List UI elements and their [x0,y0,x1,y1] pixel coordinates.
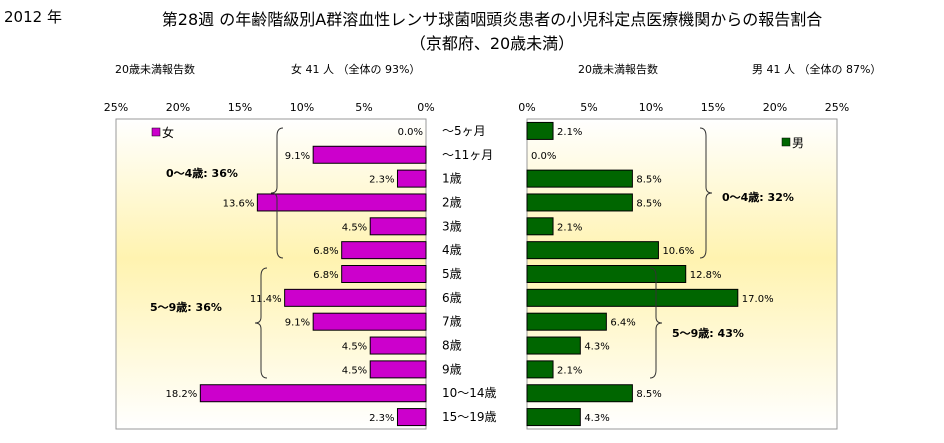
age-category-label: 〜11ヶ月 [442,148,493,162]
female-bar [369,360,427,379]
female-bar [341,241,427,260]
male-bar [526,193,633,212]
female-value-label: 18.2% [166,389,198,400]
female-summary: 女 41 人 （全体の 93%） [291,63,421,76]
female-bar [284,288,427,307]
age-category-label: 10〜14歳 [442,386,497,400]
female-legend-label: 女 [162,125,174,140]
male-legend-swatch [781,137,791,147]
age-category-label: 9歳 [442,362,462,376]
male-bar [526,121,554,140]
male-value-label: 10.6% [662,246,694,257]
age-category-label: 5歳 [442,267,462,281]
male-value-label: 6.4% [610,318,635,329]
female-group-annotation: 5〜9歳: 36% [150,300,222,314]
female-value-label: 2.3% [369,413,394,424]
female-value-label: 4.5% [342,365,367,376]
age-category-label: 〜5ヶ月 [442,124,486,138]
male-value-label: 4.3% [584,413,609,424]
female-bar [312,145,427,164]
female-x-tick-label: 20% [166,101,190,114]
male-x-tick-label: 10% [639,101,663,114]
age-category-label: 15〜19歳 [442,410,497,424]
female-bar [369,217,427,236]
male-value-label: 4.3% [584,342,609,353]
male-bar [526,336,581,355]
female-bar [312,312,427,331]
female-value-label: 9.1% [285,318,310,329]
male-group-annotation: 5〜9歳: 43% [672,326,744,340]
age-category-label: 7歳 [442,315,462,329]
female-x-tick-label: 15% [228,101,252,114]
female-brace-5-9 [254,267,268,379]
male-count-label: 20歳未満報告数 [578,63,658,76]
female-value-label: 6.8% [313,270,338,281]
female-count-label: 20歳未満報告数 [115,63,195,76]
age-category-label: 1歳 [442,172,462,186]
male-bar [526,360,554,379]
male-bar [526,408,581,427]
male-x-tick-label: 0% [518,101,535,114]
female-bar [396,169,427,188]
male-x-tick-label: 15% [701,101,725,114]
female-value-label: 13.6% [223,198,255,209]
male-value-label: 2.1% [557,365,582,376]
female-bar [396,408,427,427]
male-bar [526,265,687,283]
year-label: 2012 年 [4,8,62,26]
male-group-annotation: 0〜4歳: 32% [722,190,794,204]
male-legend-label: 男 [792,136,804,150]
male-bar [526,288,739,307]
female-value-label: 4.5% [342,222,367,233]
female-value-label: 4.5% [342,342,367,353]
male-value-label: 8.5% [636,389,661,400]
male-x-tick-label: 20% [763,101,787,114]
chart-title: 第28週 の年齢階級別A群溶血性レンサ球菌咽頭炎患者の小児科定点医療機関からの報… [161,10,823,29]
chart-subtitle: （京都府、20歳未満） [409,34,575,53]
age-category-label: 2歳 [442,195,462,209]
male-bar [526,384,633,403]
male-bar [526,312,607,331]
male-value-label: 2.1% [557,127,582,138]
female-group-annotation: 0〜4歳: 36% [166,166,238,180]
female-value-label: 2.3% [369,175,394,186]
male-value-label: 2.1% [557,222,582,233]
male-bar [526,169,633,188]
male-bar [526,241,659,260]
age-category-label: 8歳 [442,339,462,353]
male-x-tick-label: 5% [580,101,597,114]
female-x-tick-label: 10% [290,101,314,114]
male-value-label: 17.0% [742,294,774,305]
male-x-tick-label: 25% [825,101,849,114]
age-category-label: 4歳 [442,243,462,257]
female-value-label: 6.8% [313,246,338,257]
female-bar [341,265,427,283]
female-x-tick-label: 25% [104,101,128,114]
male-summary: 男 41 人 （全体の 87%） [752,63,882,76]
male-value-label: 8.5% [636,175,661,186]
female-value-label: 0.0% [398,127,423,138]
male-brace-0-4 [699,127,713,259]
female-value-label: 11.4% [250,294,282,305]
female-bar [199,384,427,403]
male-value-label: 0.0% [531,151,556,162]
age-category-label: 6歳 [442,291,462,305]
male-bar [526,217,554,236]
female-value-label: 9.1% [285,151,310,162]
female-brace-0-4 [270,127,284,259]
female-legend-swatch [151,127,161,137]
female-x-tick-label: 5% [355,101,372,114]
male-value-label: 12.8% [690,270,722,281]
age-category-label: 3歳 [442,219,462,233]
female-x-tick-label: 0% [417,101,434,114]
female-bar [256,193,427,212]
female-bar [369,336,427,355]
male-brace-5-9 [649,267,663,379]
male-value-label: 8.5% [636,198,661,209]
